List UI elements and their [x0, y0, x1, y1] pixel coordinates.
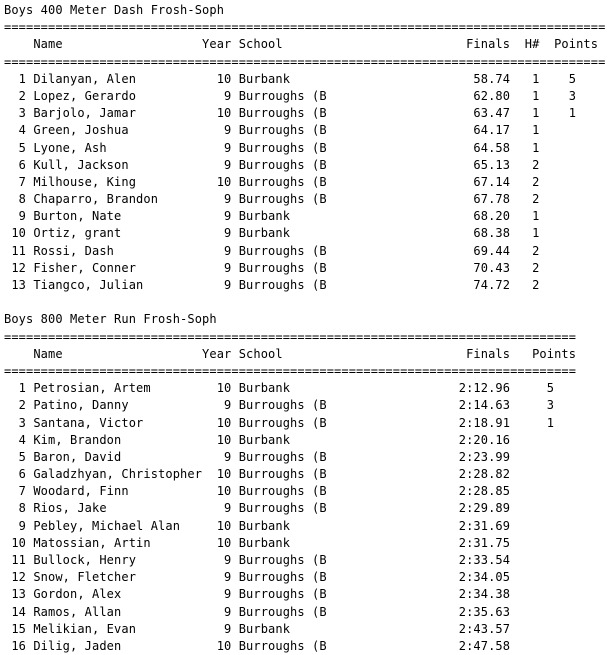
result-row: 11 Bullock, Henry 9 Burroughs (B 2:33.54: [4, 553, 511, 567]
event-section-400m-dash: Boys 400 Meter Dash Frosh-Soph ==========…: [4, 2, 610, 294]
result-row: 7 Woodard, Finn 10 Burroughs (B 2:28.85: [4, 484, 511, 499]
result-row: 11 Rossi, Dash 9 Burroughs (B 69.44 2: [4, 243, 540, 258]
separator-line: ========================================…: [4, 363, 577, 378]
result-row: 15 Melikian, Evan 9 Burbank 2:43.57: [4, 621, 511, 636]
event-title: Boys 800 Meter Run Frosh-Soph: [4, 312, 217, 327]
result-row: 6 Galadzhyan, Christopher 10 Burroughs (…: [4, 467, 511, 482]
result-row: 8 Chaparro, Brandon 9 Burroughs (B 67.78…: [4, 192, 540, 207]
result-row: 4 Kim, Brandon 10 Burbank 2:20.16: [4, 432, 511, 447]
result-row: 9 Pebley, Michael Alan 10 Burbank 2:31.6…: [4, 518, 511, 533]
result-row: 14 Ramos, Allan 9 Burroughs (B 2:35.63: [4, 604, 511, 619]
result-row: 16 Dilig, Jaden 10 Burroughs (B 2:47.58: [4, 638, 511, 653]
result-row: 5 Baron, David 9 Burroughs (B 2:23.99: [4, 449, 511, 464]
separator-line: ========================================…: [4, 54, 606, 69]
result-row: 13 Gordon, Alex 9 Burroughs (B 2:34.38: [4, 587, 511, 602]
column-header-row: Name Year School Finals Points: [4, 346, 577, 361]
result-row: 12 Fisher, Conner 9 Burroughs (B 70.43 2: [4, 260, 540, 275]
event-title: Boys 400 Meter Dash Frosh-Soph: [4, 3, 225, 17]
result-row: 12 Snow, Fletcher 9 Burroughs (B 2:34.05: [4, 570, 511, 585]
result-row: 8 Rios, Jake 9 Burroughs (B 2:29.89: [4, 501, 511, 516]
result-row: 2 Patino, Danny 9 Burroughs (B 2:14.63 3: [4, 398, 555, 413]
result-row: 1 Petrosian, Artem 10 Burbank 2:12.96 5: [4, 381, 555, 396]
result-row: 1 Dilanyan, Alen 10 Burbank 58.74 1 5: [4, 71, 577, 86]
result-row: 3 Santana, Victor 10 Burroughs (B 2:18.9…: [4, 415, 555, 430]
result-row: 9 Burton, Nate 9 Burbank 68.20 1: [4, 209, 540, 224]
result-row: 6 Kull, Jackson 9 Burroughs (B 65.13 2: [4, 157, 540, 172]
result-row: 4 Green, Joshua 9 Burroughs (B 64.17 1: [4, 123, 540, 138]
result-row: 10 Matossian, Artin 10 Burbank 2:31.75: [4, 535, 511, 550]
result-row: 13 Tiangco, Julian 9 Burroughs (B 74.72 …: [4, 278, 540, 292]
separator-line: ========================================…: [4, 329, 577, 344]
result-row: 5 Lyone, Ash 9 Burroughs (B 64.58 1: [4, 140, 540, 155]
column-header-row: Name Year School Finals H# Points: [4, 37, 599, 52]
event-section-800m-run: Boys 800 Meter Run Frosh-Soph ===========…: [4, 311, 610, 655]
result-row: 2 Lopez, Gerardo 9 Burroughs (B 62.80 1 …: [4, 88, 577, 103]
result-row: 3 Barjolo, Jamar 10 Burroughs (B 63.47 1…: [4, 106, 577, 121]
result-row: 7 Milhouse, King 10 Burroughs (B 67.14 2: [4, 174, 540, 189]
separator-line: ========================================…: [4, 20, 606, 35]
result-row: 10 Ortiz, grant 9 Burbank 68.38 1: [4, 226, 540, 241]
